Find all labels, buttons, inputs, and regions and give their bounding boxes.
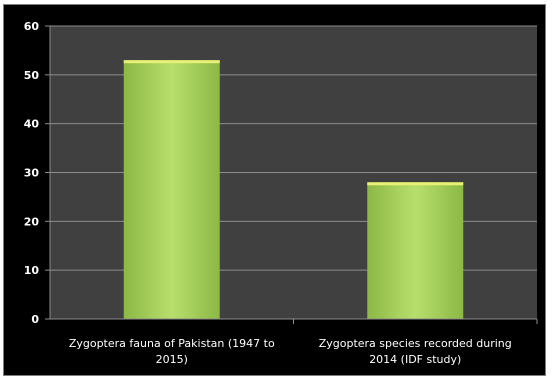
bar-top-highlight [123,60,220,64]
y-tick-label: 20 [24,215,40,228]
bar [123,60,220,319]
y-tick-label: 60 [24,20,40,33]
x-category-label: Zygoptera species recorded during 2014 (I… [319,337,512,366]
y-tick-label: 40 [24,118,40,131]
x-category-label: Zygoptera fauna of Pakistan (1947 to 2015… [69,337,275,366]
bars [123,60,464,319]
bar [367,182,464,319]
bar-top-highlight [367,182,464,186]
axes [45,25,538,324]
y-tick-label: 0 [31,313,39,326]
labels: 0 10 20 30 40 50 60 Zygoptera fauna of Pakistan… [24,20,512,366]
y-tick-label: 30 [24,167,40,180]
y-tick-label: 10 [24,264,40,277]
y-tick-label: 50 [24,69,40,82]
